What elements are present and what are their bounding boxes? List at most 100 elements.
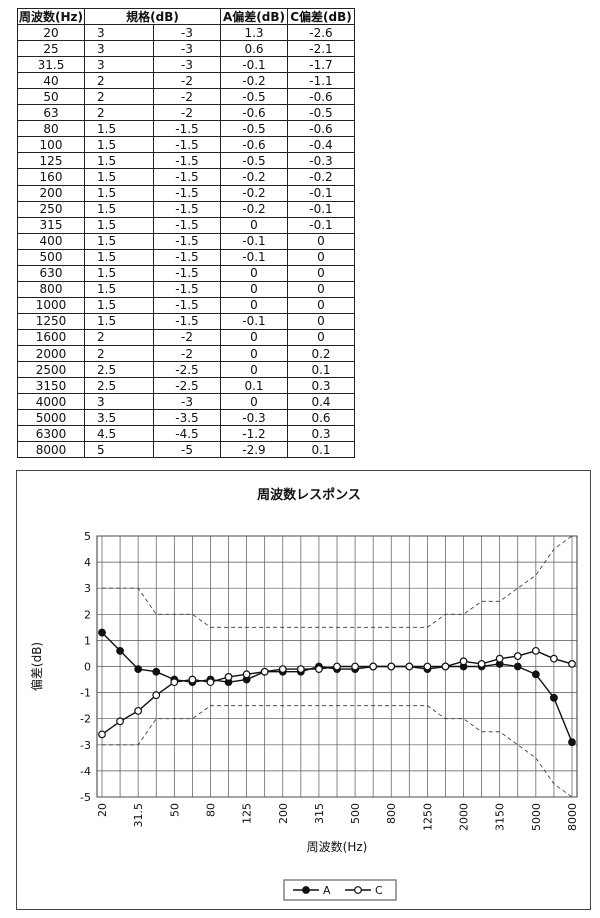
cell-spec-lower: -1.5 [153,168,221,186]
x-tick-label: 50 [168,803,181,817]
table-row: 3150 2.5 -2.5 0.1 0.3 [17,377,355,395]
table-row: 100 1.5 -1.5 -0.6 -0.4 [17,136,355,154]
table-row: 630 1.5 -1.5 0 0 [17,264,355,282]
cell-c-deviation: -2.1 [287,40,355,58]
x-axis-label: 周波数(Hz) [307,839,368,854]
cell-c-deviation: -2.6 [287,24,355,42]
series-c-point [369,662,378,671]
series-c-point [550,654,558,663]
series-c-point [206,678,215,687]
cell-a-deviation: -0.1 [220,312,288,330]
series-c-point [333,662,341,671]
cell-c-deviation: -0.1 [287,216,355,234]
series-a-point [531,670,540,679]
series-c-point [296,665,305,674]
cell-frequency: 400 [17,232,85,250]
cell-spec-lower: -2.5 [153,377,221,395]
series-c-point [98,730,106,739]
cell-a-deviation: 0.1 [220,377,288,395]
table-row: 50 2 -2 -0.5 -0.6 [17,88,355,106]
y-tick-label: 4 [84,556,91,569]
cell-spec-upper: 1.5 [84,216,154,234]
cell-spec-upper: 1.5 [84,280,154,298]
table-row: 160 1.5 -1.5 -0.2 -0.2 [17,168,355,186]
table-row: 8000 5 -5 -2.9 0.1 [17,441,355,459]
series-c-point [459,657,468,666]
spec-table-container: 周波数(Hz) 規格(dB) A偏差(dB) C偏差(dB) 20 3 -3 1.3-… [17,7,355,459]
cell-c-deviation: 0 [287,312,355,330]
cell-frequency: 100 [17,136,85,154]
table-row: 800 1.5 -1.5 0 0 [17,280,355,298]
cell-c-deviation: 0 [287,296,355,314]
cell-spec-lower: -1.5 [153,232,221,250]
cell-c-deviation: 0.1 [287,441,355,459]
series-a-point [550,693,558,702]
cell-c-deviation: 0.6 [287,409,355,427]
header-frequency: 周波数(Hz) [17,7,85,26]
cell-a-deviation: 0 [220,264,288,282]
cell-c-deviation: -0.1 [287,184,355,202]
cell-spec-lower: -1.5 [153,296,221,314]
series-c-point [224,673,233,681]
cell-a-deviation: -0.2 [220,184,288,202]
cell-spec-upper: 3.5 [84,409,154,427]
cell-a-deviation: 0 [220,216,288,234]
axes: 5 4 3 2 1 0 -1 -2 -3 -4 -5 20 31.5 50 80 125 200 315 500 80… [80,530,579,831]
legend-box [283,879,397,901]
cell-frequency: 1250 [17,312,85,330]
cell-spec-upper: 3 [84,56,154,74]
cell-a-deviation: -0.5 [220,152,288,170]
table-header-row: 周波数(Hz) 規格(dB) A偏差(dB) C偏差(dB) [17,7,355,26]
table-row: 500 1.5 -1.5 -0.1 0 [17,248,355,266]
cell-spec-lower: -1.5 [153,280,221,298]
header-spec: 規格(dB) [84,7,221,26]
x-tick-label: 2000 [458,803,471,831]
cell-frequency: 25 [17,40,85,58]
cell-spec-upper: 2.5 [84,377,154,395]
cell-a-deviation: -0.5 [220,88,288,106]
x-tick-label: 31.5 [132,803,145,828]
cell-a-deviation: 1.3 [220,24,288,42]
x-tick-label: 20 [96,803,109,817]
header-a-deviation: A偏差(dB) [220,7,288,26]
y-tick-label: -1 [80,687,91,700]
cell-frequency: 1000 [17,296,85,314]
chart-frame: 周波数レスポンス 5 4 3 2 1 0 -1 -2 -3 -4 -5 20 31.5 50 80 125 20… [16,470,591,910]
cell-spec-upper: 2 [84,344,154,363]
x-tick-label: 125 [241,803,254,824]
cell-a-deviation: 0 [220,361,288,379]
cell-spec-upper: 1.5 [84,312,154,330]
table-row: 1600 2 -2 0 0 [17,328,355,346]
cell-spec-upper: 2.5 [84,361,154,379]
cell-spec-upper: 5 [84,441,154,459]
cell-frequency: 4000 [17,393,85,411]
cell-spec-upper: 2 [84,72,154,90]
cell-spec-lower: -1.5 [153,120,221,138]
table-row: 400 1.5 -1.5 -0.1 0 [17,232,355,250]
cell-c-deviation: 0 [287,232,355,250]
cell-frequency: 5000 [17,409,85,427]
table-row: 315 1.5 -1.5 0 -0.1 [17,216,355,234]
series-a-point [134,665,143,674]
table-row: 40 2 -2 -0.2 -1.1 [17,72,355,90]
cell-spec-upper: 1.5 [84,200,154,218]
series-a-point [152,667,161,676]
series-c-point [423,662,432,671]
series-c-point [116,717,124,726]
series-c-point [260,667,269,676]
cell-spec-upper: 1.5 [84,168,154,186]
series-c-point [513,652,522,660]
y-tick-label: -3 [80,739,91,752]
table-row: 5000 3.5 -3.5 -0.3 0.6 [17,409,355,427]
cell-c-deviation: 0 [287,248,355,266]
table-row: 4000 3 -3 0 0.4 [17,393,355,411]
cell-spec-lower: -1.5 [153,136,221,154]
cell-frequency: 20 [17,24,85,42]
cell-c-deviation: -0.6 [287,88,355,106]
cell-frequency: 50 [17,88,85,106]
cell-frequency: 800 [17,280,85,298]
series-c-point [134,706,143,715]
table-row: 1000 1.5 -1.5 0 0 [17,296,355,314]
table-row: 125 1.5 -1.5 -0.5 -0.3 [17,152,355,170]
x-tick-label: 200 [277,803,290,824]
